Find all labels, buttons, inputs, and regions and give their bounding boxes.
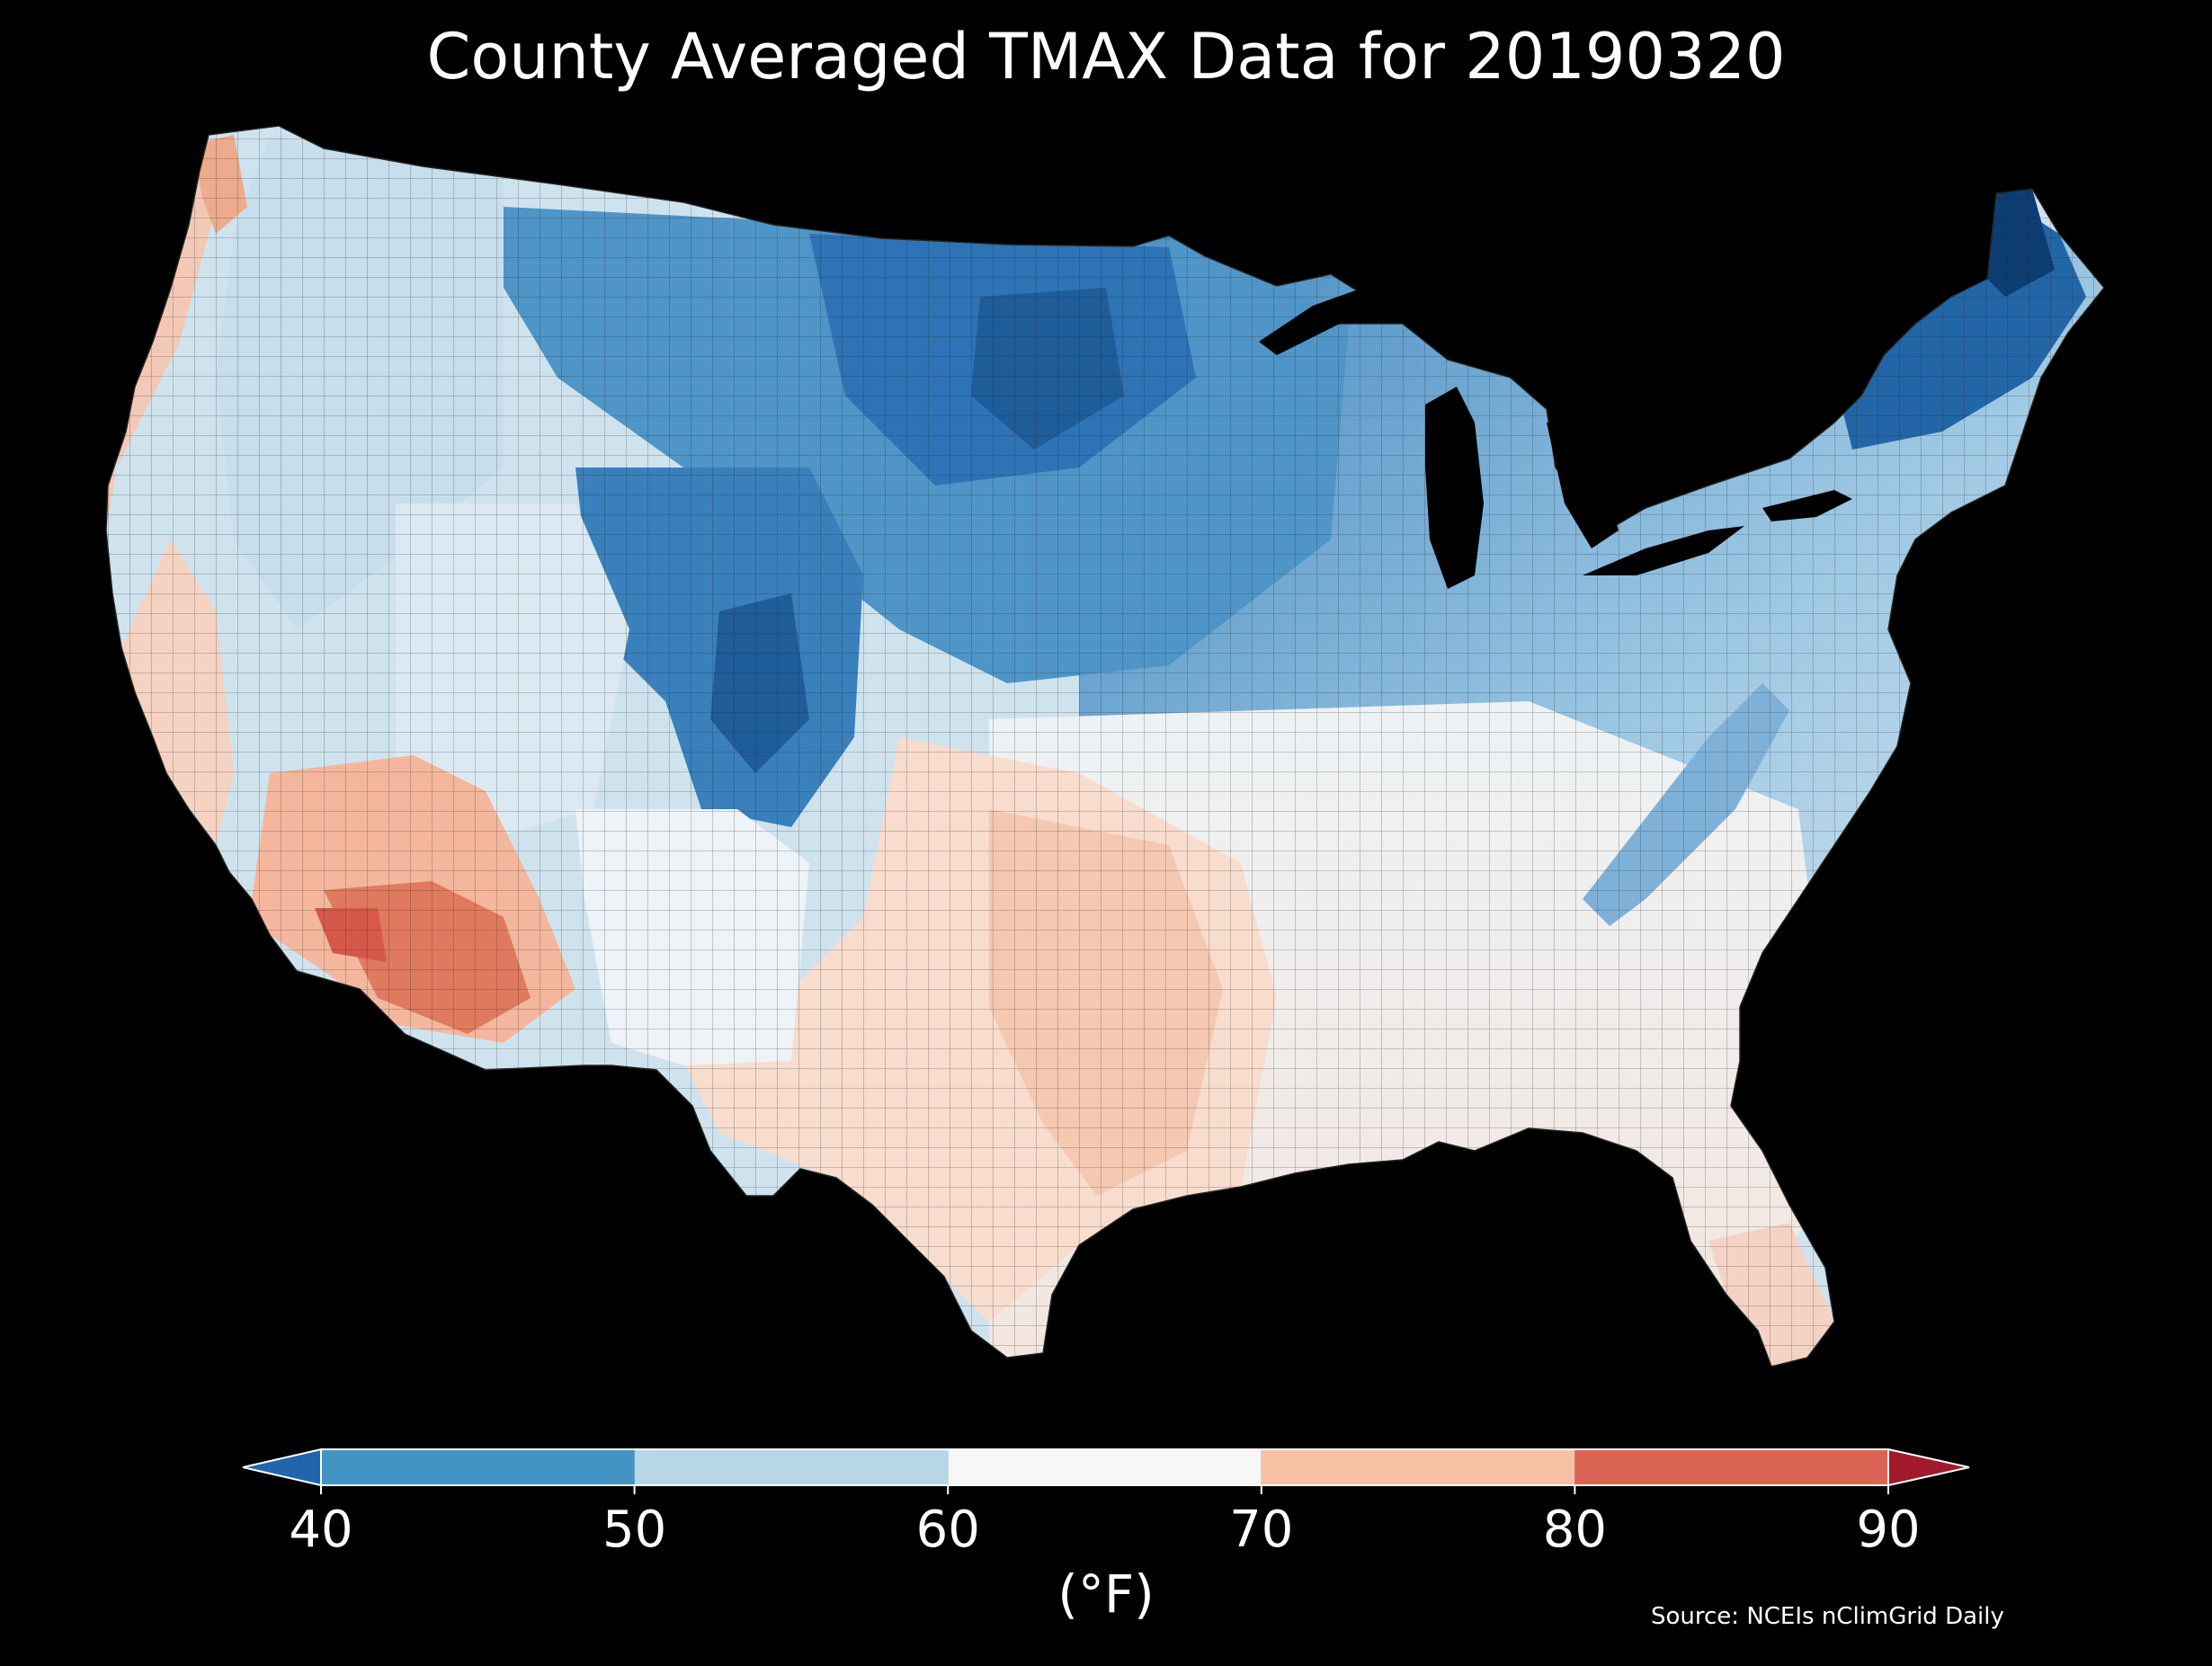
colorbar-tick-label: 80 (1543, 1501, 1607, 1555)
colorbar-bin-2 (948, 1449, 1262, 1485)
colorbar-tick-label: 60 (916, 1501, 980, 1555)
temperature-regions (106, 126, 2104, 1367)
colorbar-bin-3 (1261, 1449, 1575, 1485)
colorbar-units-label: (°F) (1057, 1564, 1155, 1625)
colorbar-tick-label: 50 (602, 1501, 666, 1555)
map-title: County Averaged TMAX Data for 20190320 (426, 20, 1786, 94)
source-attribution: Source: NCEIs nClimGrid Daily (1651, 1603, 2004, 1630)
colorbar-extend-high (1887, 1448, 1970, 1487)
us-county-choropleth-map (105, 125, 2105, 1367)
colorbar-tick-label: 40 (289, 1501, 352, 1555)
colorbar-tick-label: 70 (1229, 1501, 1293, 1555)
colorbar-extend-low (242, 1448, 322, 1487)
colorbar-bin-0 (321, 1449, 635, 1485)
colorbar-tick-label: 90 (1856, 1501, 1920, 1555)
colorbar: 40 50 60 70 80 90 (242, 1448, 1970, 1555)
great-lakes (1259, 283, 1852, 589)
colorbar-bin-1 (634, 1449, 949, 1485)
colorbar-bin-4 (1574, 1449, 1888, 1485)
